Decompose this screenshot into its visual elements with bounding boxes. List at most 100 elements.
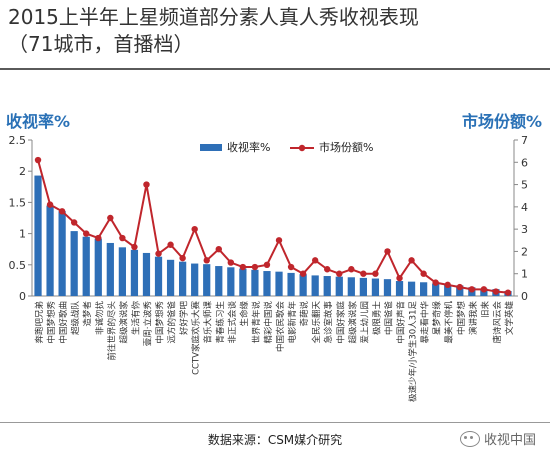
y-tick-label-left: 0 bbox=[19, 290, 26, 303]
share-point bbox=[119, 234, 126, 242]
bar bbox=[407, 281, 416, 296]
bar bbox=[118, 247, 126, 296]
x-tick-label: 壹周·立波秀 bbox=[142, 301, 153, 347]
share-point bbox=[408, 257, 415, 264]
y-tick-label-left: 1.5 bbox=[9, 196, 27, 209]
x-tick-label: 奔跑吧兄弟 bbox=[34, 301, 45, 344]
bar bbox=[154, 256, 163, 296]
x-tick-label: 非正式会谈 bbox=[227, 301, 238, 344]
title-divider bbox=[0, 68, 550, 70]
bar bbox=[227, 267, 235, 296]
x-tick-label: 好好学吧 bbox=[179, 301, 190, 336]
watermark-label: 收视中国 bbox=[483, 433, 536, 448]
bar bbox=[70, 231, 78, 296]
share-point bbox=[324, 266, 331, 273]
bar bbox=[251, 269, 259, 296]
share-point bbox=[58, 208, 66, 215]
bar bbox=[46, 205, 54, 296]
share-point bbox=[456, 283, 463, 291]
bar bbox=[191, 263, 199, 296]
share-point bbox=[275, 237, 283, 244]
bar bbox=[347, 277, 355, 296]
bar bbox=[58, 211, 66, 296]
bar bbox=[395, 281, 404, 296]
share-point bbox=[263, 261, 271, 268]
x-tick-label: 急诊室故事 bbox=[323, 301, 334, 344]
x-tick-label: 青春练习生 bbox=[215, 301, 226, 344]
bar bbox=[383, 279, 392, 296]
x-tick-label: 远方的爸爸 bbox=[167, 301, 178, 344]
bar bbox=[323, 276, 331, 296]
bar bbox=[215, 266, 223, 296]
x-tick-label: 中国好家庭 bbox=[335, 301, 346, 344]
share-point bbox=[348, 266, 355, 273]
x-tick-label: 中国梦想 bbox=[456, 301, 467, 336]
bar bbox=[371, 278, 380, 296]
x-tick-label: 非诚勿扰 bbox=[94, 301, 105, 336]
x-tick-label: 生命缘 bbox=[239, 301, 250, 327]
y-tick-label-right: 4 bbox=[521, 201, 528, 214]
share-point bbox=[504, 289, 512, 296]
bar bbox=[420, 282, 428, 296]
bar bbox=[34, 175, 42, 296]
share-point bbox=[468, 286, 476, 293]
share-point bbox=[46, 201, 54, 208]
share-point bbox=[336, 270, 343, 277]
x-tick-label: 造梦者 bbox=[82, 301, 93, 327]
bar bbox=[179, 261, 187, 296]
x-tick-label: 极限勇士 bbox=[371, 301, 382, 336]
x-tick-label: 音乐大师课 bbox=[203, 301, 214, 344]
y-tick-label-right: 7 bbox=[521, 134, 528, 147]
x-tick-label: 超级战队 bbox=[70, 301, 81, 336]
y-tick-label-left: 2.5 bbox=[9, 134, 27, 147]
share-point bbox=[239, 263, 247, 271]
y-tick-label-right: 2 bbox=[521, 245, 528, 258]
share-point bbox=[299, 270, 307, 277]
share-point bbox=[420, 270, 427, 277]
bar bbox=[359, 277, 367, 296]
x-tick-label: 旧来 bbox=[481, 301, 491, 319]
legend-line-marker bbox=[298, 144, 306, 152]
share-point bbox=[107, 214, 114, 222]
share-point bbox=[444, 281, 451, 289]
share-point bbox=[83, 230, 90, 237]
share-point bbox=[492, 288, 500, 295]
bar bbox=[94, 238, 102, 296]
share-point bbox=[143, 181, 150, 188]
x-tick-label: 前往世界的尽头 bbox=[106, 301, 117, 361]
watermark: 收视中国 bbox=[459, 429, 536, 448]
x-tick-label: 全民乐翻天 bbox=[311, 301, 322, 344]
x-tick-label: 极速少年/小学生30人31足 bbox=[408, 301, 419, 402]
x-tick-label: 中国好歌曲 bbox=[58, 301, 69, 344]
y-tick-label-left: 2 bbox=[19, 165, 26, 178]
wechat-icon bbox=[459, 430, 480, 447]
share-point bbox=[360, 270, 367, 277]
bar bbox=[311, 275, 319, 296]
x-tick-label: 生活有你 bbox=[130, 301, 141, 336]
bar bbox=[287, 272, 295, 296]
bar bbox=[106, 242, 114, 296]
x-tick-label: 电影新青年 bbox=[287, 301, 298, 344]
bar bbox=[130, 249, 139, 296]
x-tick-label: 爱上幼儿园 bbox=[359, 301, 370, 344]
share-point bbox=[155, 250, 162, 257]
x-tick-label: 奇葩说 bbox=[299, 301, 310, 327]
y-tick-label-right: 1 bbox=[521, 268, 528, 281]
share-point bbox=[287, 263, 295, 271]
x-tick-label: 精彩中国说 bbox=[263, 301, 274, 344]
bar bbox=[142, 252, 151, 296]
share-point bbox=[432, 279, 439, 286]
title-line-1: 2015上半年上星频道部分素人真人秀收视表现 bbox=[8, 5, 419, 29]
bar bbox=[456, 285, 464, 296]
bar bbox=[335, 276, 343, 296]
share-point bbox=[203, 257, 210, 264]
legend-line-label: 市场份额% bbox=[319, 140, 373, 154]
x-tick-label: 演讲我来 bbox=[468, 301, 479, 336]
x-tick-label: 世界青年说 bbox=[251, 301, 262, 344]
y-tick-label-right: 6 bbox=[521, 156, 528, 169]
x-tick-label: 中国农民歌会 bbox=[275, 301, 286, 353]
title-line-2: （71城市，首播档） bbox=[8, 32, 194, 56]
x-tick-label: 最美不停机 bbox=[444, 301, 455, 344]
bar bbox=[239, 268, 247, 296]
